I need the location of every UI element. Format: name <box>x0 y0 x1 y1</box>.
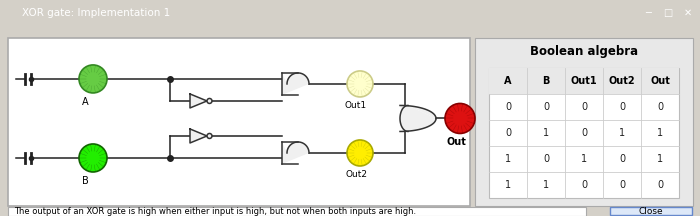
Circle shape <box>445 103 475 133</box>
Circle shape <box>207 98 212 103</box>
Text: 0: 0 <box>619 180 625 190</box>
Text: The output of an XOR gate is high when either input is high, but not when both i: The output of an XOR gate is high when e… <box>14 207 416 216</box>
Text: 0: 0 <box>657 180 663 190</box>
Text: □: □ <box>664 8 673 18</box>
Circle shape <box>347 140 373 166</box>
FancyBboxPatch shape <box>475 38 693 206</box>
Text: Boolean algebra: Boolean algebra <box>530 45 638 59</box>
FancyBboxPatch shape <box>8 207 586 216</box>
Text: 1: 1 <box>619 128 625 138</box>
Text: 0: 0 <box>543 102 549 112</box>
FancyBboxPatch shape <box>489 68 679 198</box>
Text: 1: 1 <box>505 180 511 190</box>
Circle shape <box>79 65 107 93</box>
Text: 1: 1 <box>543 180 549 190</box>
Text: ✕: ✕ <box>684 8 692 18</box>
Text: B: B <box>82 176 88 186</box>
FancyBboxPatch shape <box>8 38 470 206</box>
Polygon shape <box>282 142 309 164</box>
Polygon shape <box>400 105 436 132</box>
Text: 1: 1 <box>505 154 511 164</box>
Text: Out2: Out2 <box>609 76 636 86</box>
Text: Out: Out <box>650 76 670 86</box>
Circle shape <box>347 71 373 97</box>
Text: Out1: Out1 <box>345 101 367 110</box>
Polygon shape <box>282 73 309 95</box>
Text: 1: 1 <box>543 128 549 138</box>
Text: A: A <box>504 76 512 86</box>
Text: ─: ─ <box>645 8 651 18</box>
Text: B: B <box>542 76 550 86</box>
Text: 0: 0 <box>581 180 587 190</box>
Polygon shape <box>400 105 436 132</box>
Text: XOR gate: Implementation 1: XOR gate: Implementation 1 <box>22 8 170 18</box>
Text: Out2: Out2 <box>345 170 367 179</box>
Text: Out: Out <box>446 137 466 148</box>
Circle shape <box>207 133 212 138</box>
FancyBboxPatch shape <box>610 208 692 216</box>
Text: 0: 0 <box>505 102 511 112</box>
Text: 1: 1 <box>657 154 663 164</box>
Text: 0: 0 <box>581 128 587 138</box>
Text: A: A <box>82 97 88 107</box>
Text: Out1: Out1 <box>570 76 597 86</box>
Text: 0: 0 <box>619 102 625 112</box>
Polygon shape <box>190 94 207 108</box>
Text: 1: 1 <box>657 128 663 138</box>
Text: 0: 0 <box>505 128 511 138</box>
Text: 1: 1 <box>581 154 587 164</box>
Text: 0: 0 <box>657 102 663 112</box>
Circle shape <box>79 144 107 172</box>
FancyBboxPatch shape <box>489 68 679 94</box>
Polygon shape <box>190 129 207 143</box>
Text: 0: 0 <box>581 102 587 112</box>
Text: 0: 0 <box>543 154 549 164</box>
Text: Close: Close <box>638 207 664 216</box>
Text: 0: 0 <box>619 154 625 164</box>
